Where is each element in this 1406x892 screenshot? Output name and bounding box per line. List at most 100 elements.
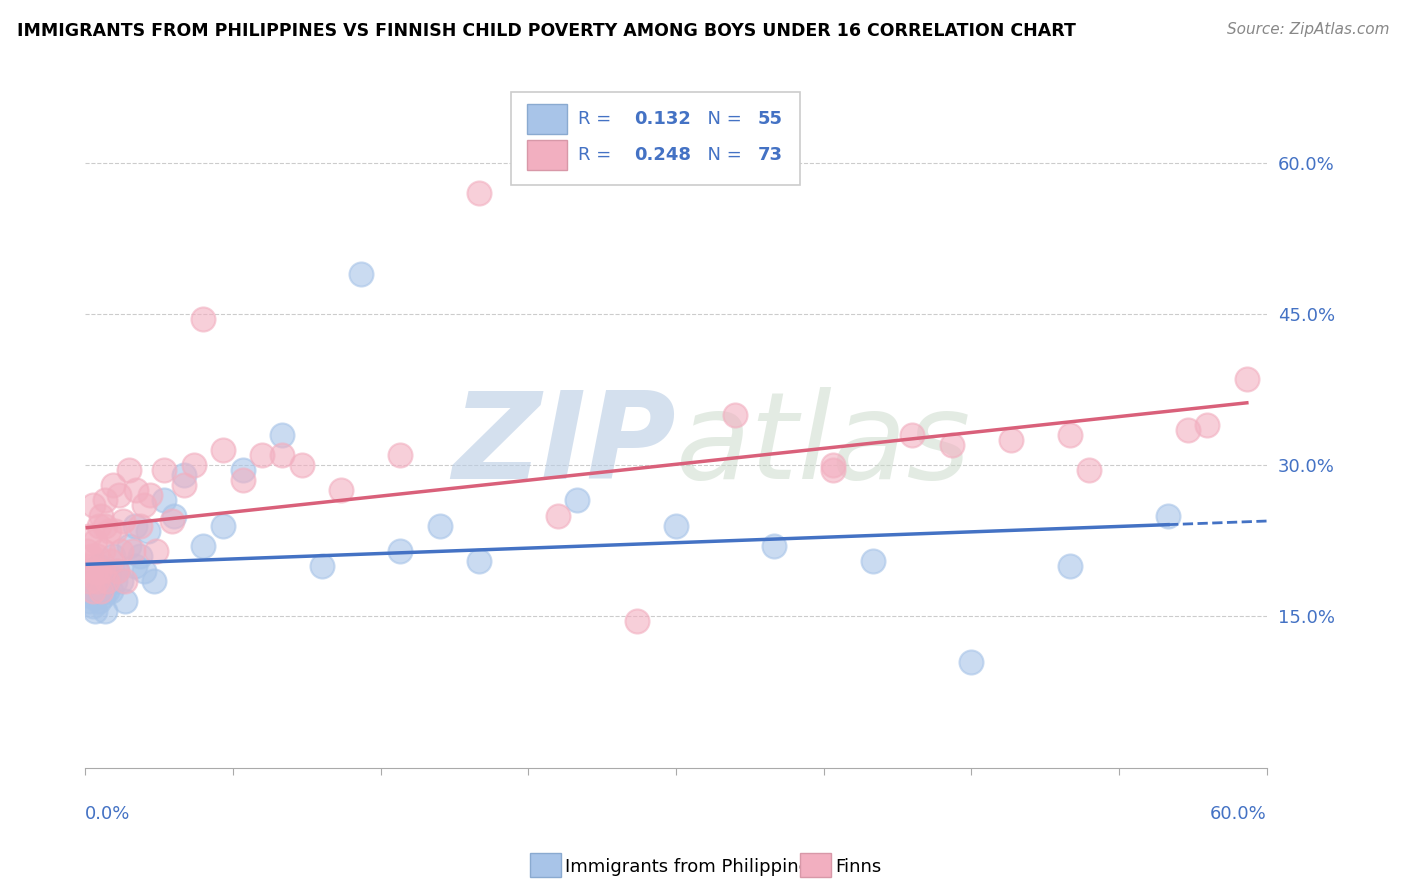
Point <box>86 574 108 588</box>
Point <box>77 574 100 588</box>
Point <box>84 604 107 618</box>
Point <box>100 584 122 599</box>
Point <box>90 584 112 599</box>
Text: N =: N = <box>696 110 748 128</box>
Point <box>82 579 104 593</box>
Point <box>91 544 114 558</box>
Point <box>271 448 294 462</box>
Point <box>110 574 132 588</box>
Point <box>626 615 648 629</box>
Point <box>468 186 491 200</box>
Point <box>76 569 98 583</box>
Point <box>1236 372 1258 386</box>
Point <box>87 594 110 608</box>
Point <box>94 604 117 618</box>
Point <box>173 478 195 492</box>
Point <box>110 544 132 558</box>
Text: 55: 55 <box>758 110 782 128</box>
Point <box>77 564 100 578</box>
Point <box>163 508 186 523</box>
Point <box>389 544 412 558</box>
Point <box>1059 559 1081 574</box>
Point <box>1059 428 1081 442</box>
Point <box>94 493 117 508</box>
Point <box>90 574 112 588</box>
Point <box>232 473 254 487</box>
Text: atlas: atlas <box>676 387 972 504</box>
Point <box>87 564 110 578</box>
Point <box>183 458 205 472</box>
FancyBboxPatch shape <box>527 103 567 134</box>
Point <box>104 524 127 538</box>
Point <box>125 483 148 498</box>
Point <box>468 554 491 568</box>
Text: 0.0%: 0.0% <box>86 805 131 823</box>
Text: Finns: Finns <box>835 858 882 876</box>
Text: Immigrants from Philippines: Immigrants from Philippines <box>565 858 820 876</box>
Point <box>101 549 124 563</box>
Text: ZIP: ZIP <box>453 387 676 504</box>
Point <box>80 564 103 578</box>
Text: 0.248: 0.248 <box>634 145 692 163</box>
Point <box>105 564 128 578</box>
Point <box>1157 508 1180 523</box>
Point <box>129 549 152 563</box>
Point <box>212 518 235 533</box>
Point <box>143 574 166 588</box>
Point <box>96 574 118 588</box>
Text: 60.0%: 60.0% <box>1209 805 1267 823</box>
Point <box>94 579 117 593</box>
Point <box>77 529 100 543</box>
Point <box>82 584 104 599</box>
Point <box>91 589 114 603</box>
Point <box>153 493 176 508</box>
Point <box>763 539 786 553</box>
Point <box>97 524 120 538</box>
Point <box>82 499 104 513</box>
Point <box>86 589 108 603</box>
Point <box>136 524 159 538</box>
Point <box>80 589 103 603</box>
Point <box>76 544 98 558</box>
Text: N =: N = <box>696 145 748 163</box>
Point <box>941 438 963 452</box>
Point <box>429 518 451 533</box>
Point <box>145 544 167 558</box>
Point <box>80 549 103 563</box>
Point <box>100 554 122 568</box>
Text: R =: R = <box>578 110 617 128</box>
Point <box>134 564 156 578</box>
Point <box>76 584 98 599</box>
Text: 0.132: 0.132 <box>634 110 692 128</box>
Point <box>724 408 747 422</box>
Point <box>84 533 107 548</box>
Point <box>90 508 112 523</box>
FancyBboxPatch shape <box>510 92 800 185</box>
Point <box>139 488 162 502</box>
Text: IMMIGRANTS FROM PHILIPPINES VS FINNISH CHILD POVERTY AMONG BOYS UNDER 16 CORRELA: IMMIGRANTS FROM PHILIPPINES VS FINNISH C… <box>17 22 1076 40</box>
Point <box>129 518 152 533</box>
Point <box>1000 433 1022 447</box>
Point <box>87 518 110 533</box>
Text: Source: ZipAtlas.com: Source: ZipAtlas.com <box>1226 22 1389 37</box>
Point <box>193 539 215 553</box>
Point <box>124 518 146 533</box>
Point <box>1078 463 1101 477</box>
Point <box>80 574 103 588</box>
Point <box>567 493 589 508</box>
Point <box>97 569 120 583</box>
Point <box>94 518 117 533</box>
Point <box>350 267 373 281</box>
Point <box>1197 417 1219 432</box>
Point <box>84 564 107 578</box>
Point <box>160 514 183 528</box>
FancyBboxPatch shape <box>527 139 567 169</box>
Point <box>124 559 146 574</box>
Point <box>87 559 110 574</box>
Point <box>77 594 100 608</box>
Point <box>82 599 104 614</box>
Point <box>389 448 412 462</box>
Point <box>330 483 353 498</box>
Point <box>117 539 139 553</box>
Point <box>96 584 118 599</box>
